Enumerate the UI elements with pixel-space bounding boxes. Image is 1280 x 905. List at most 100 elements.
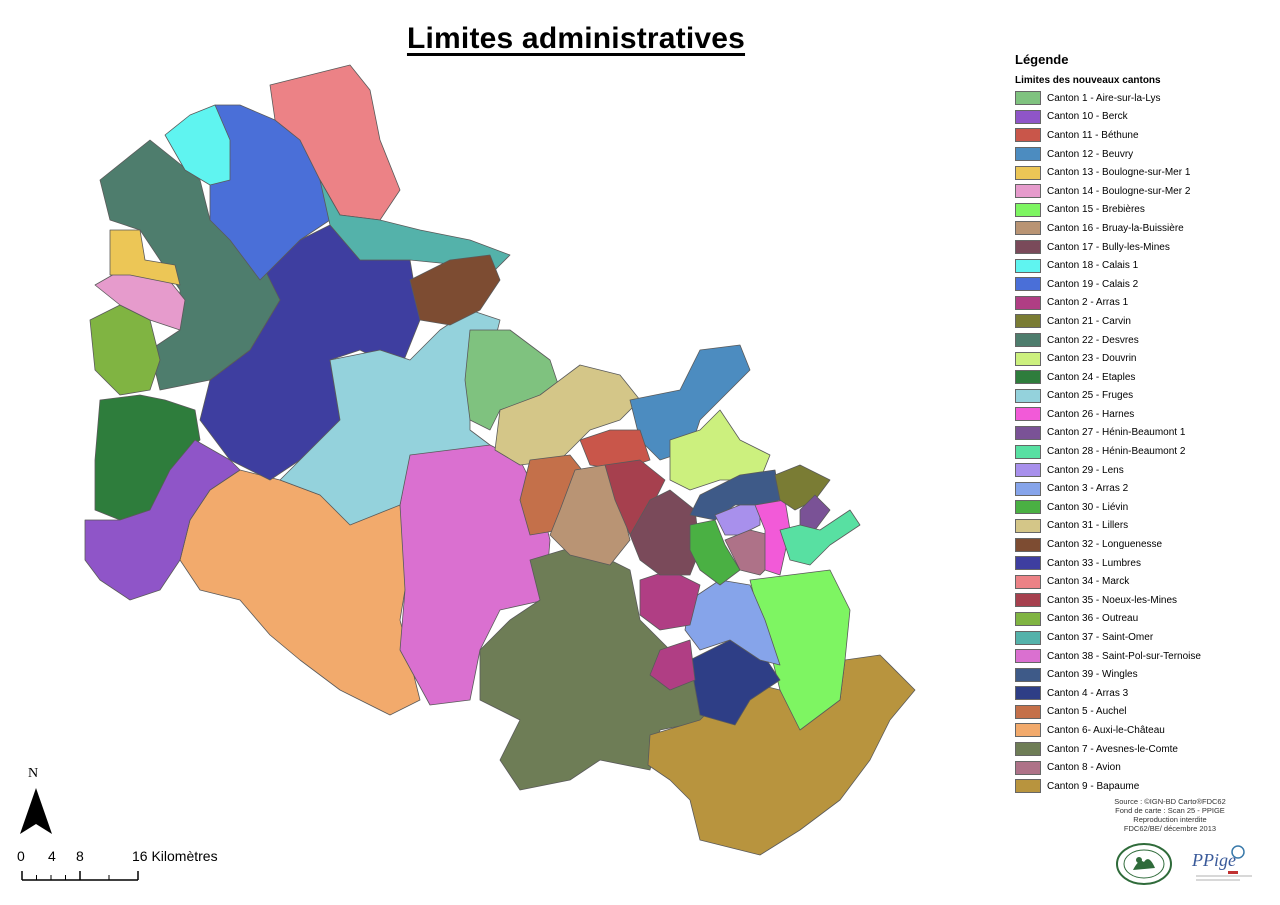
source-line: Fond de carte : Scan 25 - PPIGE xyxy=(1115,806,1225,815)
legend-swatch xyxy=(1015,202,1041,217)
legend-item: Canton 13 - Boulogne-sur-Mer 1 xyxy=(1015,163,1265,182)
scale-label: 8 xyxy=(76,848,84,864)
legend-label: Canton 25 - Fruges xyxy=(1047,390,1134,402)
legend-item: Canton 4 - Arras 3 xyxy=(1015,684,1265,703)
legend-item: Canton 10 - Berck xyxy=(1015,108,1265,127)
legend-swatch xyxy=(1015,723,1041,738)
canton-10-berck xyxy=(84,439,241,601)
legend-label: Canton 39 - Wingles xyxy=(1047,669,1138,681)
legend-item: Canton 29 - Lens xyxy=(1015,461,1265,480)
legend-swatch xyxy=(1015,277,1041,292)
legend-label: Canton 10 - Berck xyxy=(1047,111,1128,123)
canton-22-desvres xyxy=(99,139,281,391)
canton-12-beuvry xyxy=(629,344,751,461)
canton-37-saint-omer xyxy=(319,179,511,276)
legend-swatch xyxy=(1015,388,1041,403)
source-credits: Source : ©IGN-BD Carto®FDC62 Fond de car… xyxy=(1100,797,1240,833)
legend-label: Canton 5 - Auchel xyxy=(1047,706,1127,718)
legend-swatch xyxy=(1015,91,1041,106)
legend-label: Canton 33 - Lumbres xyxy=(1047,557,1141,569)
legend-swatch xyxy=(1015,165,1041,180)
legend-item: Canton 23 - Douvrin xyxy=(1015,349,1265,368)
legend-label: Canton 8 - Avion xyxy=(1047,762,1121,774)
legend-label: Canton 27 - Hénin-Beaumont 1 xyxy=(1047,427,1186,439)
legend-item: Canton 25 - Fruges xyxy=(1015,387,1265,406)
canton-27-henin-beaumont-1 xyxy=(799,494,831,531)
legend-label: Canton 30 - Liévin xyxy=(1047,501,1129,513)
canton-34-marck xyxy=(269,64,401,221)
legend-swatch xyxy=(1015,370,1041,385)
legend-swatch xyxy=(1015,184,1041,199)
legend-label: Canton 19 - Calais 2 xyxy=(1047,278,1139,290)
legend-item: Canton 37 - Saint-Omer xyxy=(1015,628,1265,647)
legend-items: Canton 1 - Aire-sur-la-Lys Canton 10 - Be… xyxy=(1015,89,1265,796)
legend-item: Canton 39 - Wingles xyxy=(1015,665,1265,684)
ppige-logo-icon xyxy=(1196,845,1252,881)
legend-swatch xyxy=(1015,481,1041,496)
legend-swatch xyxy=(1015,295,1041,310)
legend-label: Canton 12 - Beuvry xyxy=(1047,148,1134,160)
legend-label: Canton 2 - Arras 1 xyxy=(1047,297,1129,309)
legend-item: Canton 19 - Calais 2 xyxy=(1015,275,1265,294)
legend-label: Canton 1 - Aire-sur-la-Lys xyxy=(1047,92,1161,104)
legend-item: Canton 22 - Desvres xyxy=(1015,331,1265,350)
legend-item: Canton 6- Auxi-le-Château xyxy=(1015,721,1265,740)
source-line: Source : ©IGN-BD Carto®FDC62 xyxy=(1114,797,1226,806)
legend-item: Canton 9 - Bapaume xyxy=(1015,777,1265,796)
legend-swatch xyxy=(1015,556,1041,571)
legend-swatch xyxy=(1015,537,1041,552)
legend-swatch xyxy=(1015,742,1041,757)
legend-label: Canton 26 - Harnes xyxy=(1047,408,1135,420)
legend-swatch xyxy=(1015,518,1041,533)
legend-label: Canton 18 - Calais 1 xyxy=(1047,260,1139,272)
north-label: N xyxy=(28,766,39,781)
canton-13-boulogne-sur-mer-1 xyxy=(109,229,181,286)
legend-swatch xyxy=(1015,630,1041,645)
legend-subtitle: Limites des nouveaux cantons xyxy=(1015,75,1161,86)
legend-swatch xyxy=(1015,407,1041,422)
canton-3-arras-2 xyxy=(684,579,781,666)
scale-bar: 0 4 8 16 Kilomètres xyxy=(15,848,245,888)
legend-label: Canton 23 - Douvrin xyxy=(1047,353,1137,365)
canton-32-longuenesse xyxy=(409,254,501,326)
legend-item: Canton 38 - Saint-Pol-sur-Ternoise xyxy=(1015,647,1265,666)
legend-label: Canton 32 - Longuenesse xyxy=(1047,539,1163,551)
map-title: Limites administratives xyxy=(406,22,746,55)
legend-item: Canton 31 - Lillers xyxy=(1015,517,1265,536)
north-arrow-icon xyxy=(20,788,52,834)
canton-23-douvrin xyxy=(669,409,771,491)
legend-item: Canton 17 - Bully-les-Mines xyxy=(1015,238,1265,257)
legend-item: Canton 12 - Beuvry xyxy=(1015,145,1265,164)
legend-item: Canton 2 - Arras 1 xyxy=(1015,294,1265,313)
canton-31-lillers xyxy=(494,364,641,466)
legend-item: Canton 24 - Etaples xyxy=(1015,368,1265,387)
legend-label: Canton 21 - Carvin xyxy=(1047,315,1131,327)
legend-title: Légende xyxy=(1015,52,1069,67)
legend-item: Canton 34 - Marck xyxy=(1015,572,1265,591)
legend-swatch xyxy=(1015,704,1041,719)
canton-map xyxy=(84,64,916,856)
legend-item: Canton 28 - Hénin-Beaumont 2 xyxy=(1015,442,1265,461)
legend-label: Canton 6- Auxi-le-Château xyxy=(1047,724,1165,736)
legend-label: Canton 17 - Bully-les-Mines xyxy=(1047,241,1170,253)
canton-29-lens xyxy=(714,504,761,536)
legend-swatch xyxy=(1015,760,1041,775)
legend-swatch xyxy=(1015,314,1041,329)
legend-swatch xyxy=(1015,574,1041,589)
legend-swatch xyxy=(1015,611,1041,626)
legend-swatch xyxy=(1015,240,1041,255)
legend-item: Canton 3 - Arras 2 xyxy=(1015,479,1265,498)
legend-swatch xyxy=(1015,686,1041,701)
legend-label: Canton 36 - Outreau xyxy=(1047,613,1139,625)
legend-label: Canton 9 - Bapaume xyxy=(1047,780,1140,792)
legend-label: Canton 31 - Lillers xyxy=(1047,520,1129,532)
legend-swatch xyxy=(1015,593,1041,608)
ppige-logo: PPige xyxy=(1188,842,1260,886)
legend-label: Canton 7 - Avesnes-le-Comte xyxy=(1047,743,1178,755)
legend-swatch xyxy=(1015,444,1041,459)
legend-label: Canton 15 - Brebières xyxy=(1047,204,1145,216)
legend-label: Canton 14 - Boulogne-sur-Mer 2 xyxy=(1047,185,1191,197)
source-line: Reproduction interdite xyxy=(1133,815,1207,824)
legend-item: Canton 36 - Outreau xyxy=(1015,610,1265,629)
legend-swatch xyxy=(1015,500,1041,515)
